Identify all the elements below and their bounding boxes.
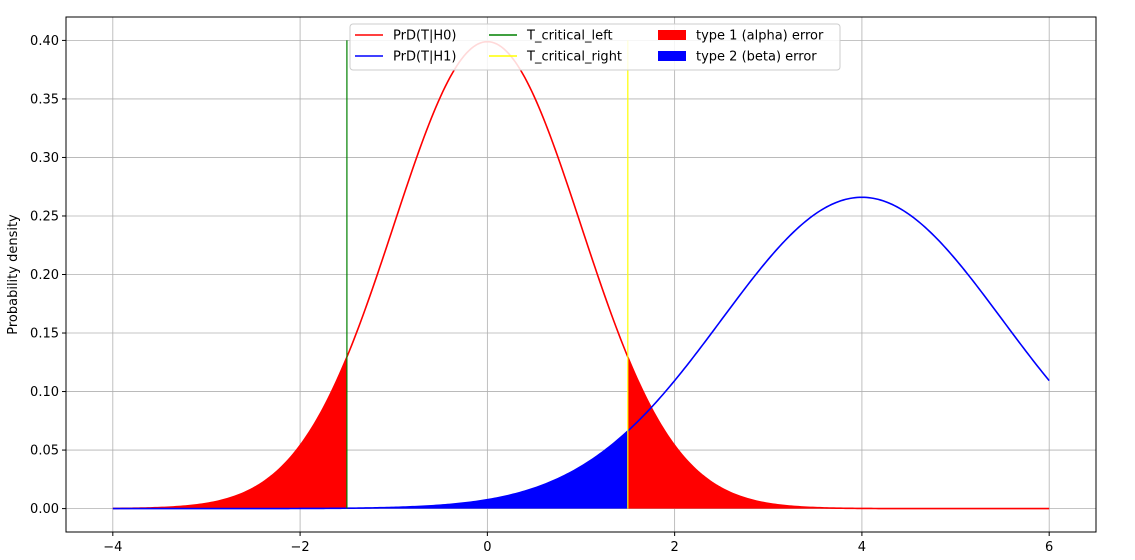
axis-ticks: −4 −2 0 2 4 6 0.00 0.05 0.10 0.15 0.20 0.25 0.30 0.35… — [30, 34, 1053, 555]
y-tick-label: 0.10 — [30, 385, 59, 400]
x-tick-label: −2 — [291, 540, 310, 555]
legend: PrD(T|H0) PrD(T|H1) T_critical_left T_criti… — [349, 23, 841, 71]
x-tick-label: −4 — [103, 540, 122, 555]
x-tick-label: 2 — [670, 540, 678, 555]
y-tick-label: 0.30 — [30, 151, 59, 166]
legend-label: type 2 (beta) error — [696, 50, 817, 65]
legend-label: PrD(T|H1) — [393, 50, 456, 65]
fill-region — [627, 356, 1050, 509]
series-lines — [112, 40, 1050, 510]
y-tick-label: 0.40 — [30, 34, 59, 49]
fill-region — [112, 356, 347, 509]
error-fills — [112, 356, 1050, 509]
legend-label: T_critical_right — [526, 50, 622, 65]
y-tick-label: 0.15 — [30, 327, 59, 342]
x-tick-label: 6 — [1045, 540, 1053, 555]
y-tick-label: 0.20 — [30, 268, 59, 283]
legend-label: type 1 (alpha) error — [696, 29, 824, 44]
y-tick-label: 0.35 — [30, 92, 59, 107]
x-tick-label: 4 — [858, 540, 866, 555]
series-line — [112, 40, 1050, 510]
legend-box — [349, 23, 841, 71]
y-tick-label: 0.25 — [30, 209, 59, 224]
legend-label: PrD(T|H0) — [393, 29, 456, 44]
y-tick-label: 0.00 — [30, 502, 59, 517]
legend-patch-marker — [658, 51, 686, 61]
x-tick-label: 0 — [483, 540, 491, 555]
series-line — [112, 196, 1050, 510]
y-tick-label: 0.05 — [30, 444, 59, 459]
legend-patch-marker — [658, 30, 686, 40]
legend-label: T_critical_left — [526, 29, 613, 44]
fill-region — [112, 430, 628, 509]
y-axis-label: Probability density — [6, 214, 21, 335]
